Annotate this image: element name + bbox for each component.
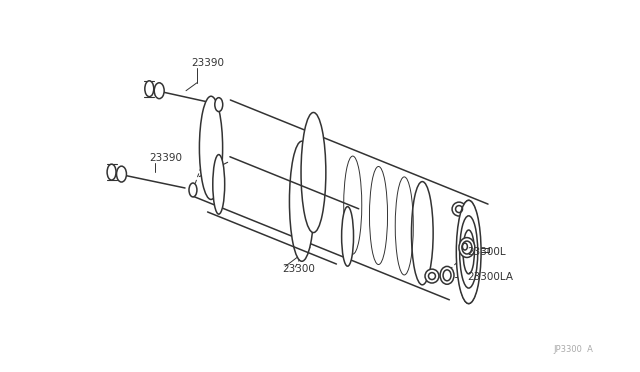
Ellipse shape [456,201,481,304]
Ellipse shape [189,183,197,197]
Ellipse shape [457,201,480,304]
Text: 23300L: 23300L [467,247,506,257]
Ellipse shape [145,81,154,97]
Text: 23390: 23390 [191,58,224,68]
Ellipse shape [301,112,326,232]
Ellipse shape [440,266,454,284]
Ellipse shape [107,164,116,180]
Ellipse shape [154,83,164,99]
Ellipse shape [459,238,475,257]
Ellipse shape [212,155,225,214]
Ellipse shape [200,96,223,199]
Ellipse shape [452,202,466,216]
Ellipse shape [116,166,127,182]
Ellipse shape [463,230,474,274]
Ellipse shape [289,141,314,261]
Ellipse shape [342,206,353,266]
Ellipse shape [215,98,223,112]
Text: 23390: 23390 [149,153,182,163]
Ellipse shape [412,182,433,285]
Text: 23300LA: 23300LA [467,272,513,282]
Text: 23300: 23300 [282,264,315,275]
Ellipse shape [425,269,439,283]
Text: JP3300  A: JP3300 A [553,345,593,354]
